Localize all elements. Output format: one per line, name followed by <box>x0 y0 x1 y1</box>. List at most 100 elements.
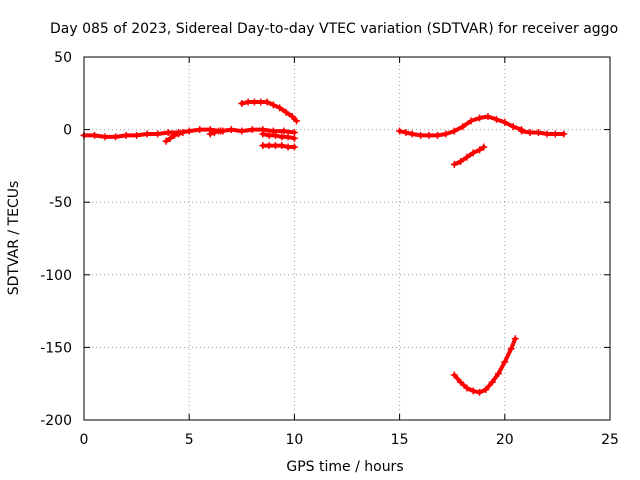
data-point <box>259 130 267 138</box>
data-point <box>425 131 433 139</box>
grid <box>84 57 610 420</box>
series-track-9 <box>450 143 488 168</box>
data-point <box>459 123 467 131</box>
data-point <box>271 142 279 150</box>
data-point <box>293 117 301 125</box>
data-point <box>560 130 568 138</box>
data-point <box>271 131 279 139</box>
data-point <box>154 130 162 138</box>
data-point <box>284 143 292 151</box>
data-point <box>396 127 404 135</box>
data-point <box>402 129 410 137</box>
data-point <box>526 129 534 137</box>
data-point <box>112 133 120 141</box>
y-tick-label: -200 <box>40 413 72 429</box>
data-point <box>450 127 458 135</box>
data-point <box>91 131 99 139</box>
y-tick-label: -150 <box>40 340 72 356</box>
data-point <box>476 146 484 154</box>
data-point <box>484 113 492 121</box>
data-point <box>534 129 542 137</box>
axis-ticks <box>83 56 611 421</box>
data-point <box>269 101 277 109</box>
series-track-10 <box>450 335 519 396</box>
data-point <box>433 131 441 139</box>
data-point <box>480 143 488 151</box>
data-point <box>492 115 500 123</box>
data-point <box>543 130 551 138</box>
data-point <box>185 127 193 135</box>
data-point <box>265 142 273 150</box>
data-point <box>501 118 509 126</box>
data-point <box>280 127 288 135</box>
data-point <box>488 378 496 386</box>
y-axis-label: SDTVAR / TECUs <box>6 181 22 296</box>
data-point <box>238 127 246 135</box>
data-point <box>288 113 296 121</box>
data-point <box>133 131 141 139</box>
data-point <box>290 143 298 151</box>
data-point <box>259 142 267 150</box>
data-point <box>417 131 425 139</box>
chart-title: Day 085 of 2023, Sidereal Day-to-day VTE… <box>50 21 618 37</box>
x-tick-label: 20 <box>496 432 514 448</box>
x-tick-label: 15 <box>391 432 409 448</box>
data-point <box>276 104 284 112</box>
data-point <box>518 127 526 135</box>
series-track-2 <box>162 129 187 145</box>
series-track-4 <box>238 98 301 125</box>
data-point <box>469 149 477 157</box>
series-track-3 <box>206 127 227 138</box>
data-point <box>282 108 290 116</box>
data-point <box>408 130 416 138</box>
x-tick-label: 5 <box>185 432 194 448</box>
y-tick-label: -50 <box>49 195 72 211</box>
data-point <box>196 126 204 134</box>
x-tick-label: 0 <box>80 432 89 448</box>
x-tick-label: 25 <box>601 432 619 448</box>
data-point <box>476 114 484 122</box>
series-track-5 <box>259 130 298 142</box>
x-tick-label: 10 <box>285 432 303 448</box>
series-track-line <box>452 336 518 395</box>
data-point <box>511 335 519 343</box>
data-point <box>476 388 484 396</box>
data-point <box>482 386 490 394</box>
data-point <box>278 133 286 141</box>
data-point <box>265 131 273 139</box>
data-point <box>269 127 277 135</box>
data-point <box>162 137 170 145</box>
data-point <box>179 129 187 137</box>
y-tick-label: -100 <box>40 268 72 284</box>
data-point <box>219 127 227 135</box>
data-point <box>467 117 475 125</box>
data-point <box>501 358 509 366</box>
data-point <box>227 126 235 134</box>
data-point <box>457 158 465 166</box>
data-point <box>175 130 183 138</box>
data-point <box>210 129 218 137</box>
y-tick-labels: 50 0 -50 -100 -150 -200 <box>40 50 72 429</box>
data-point <box>238 99 246 107</box>
data-point <box>507 345 515 353</box>
data-point <box>250 98 258 106</box>
data-point <box>290 134 298 142</box>
data-point <box>463 384 471 392</box>
data-point <box>450 371 458 379</box>
data-point <box>248 126 256 134</box>
series-track-8 <box>518 127 568 138</box>
data-point <box>166 134 174 142</box>
data-point <box>450 160 458 168</box>
series-track-7 <box>396 113 526 139</box>
y-tick-label: 50 <box>54 50 72 66</box>
data-point <box>457 378 465 386</box>
data-point <box>263 98 271 106</box>
data-point <box>164 129 172 137</box>
series-track-line <box>397 114 524 138</box>
data-point <box>494 370 502 378</box>
data-point <box>170 131 178 139</box>
data-point <box>244 98 252 106</box>
plot-frame <box>83 56 611 421</box>
series-track-6 <box>259 142 298 151</box>
